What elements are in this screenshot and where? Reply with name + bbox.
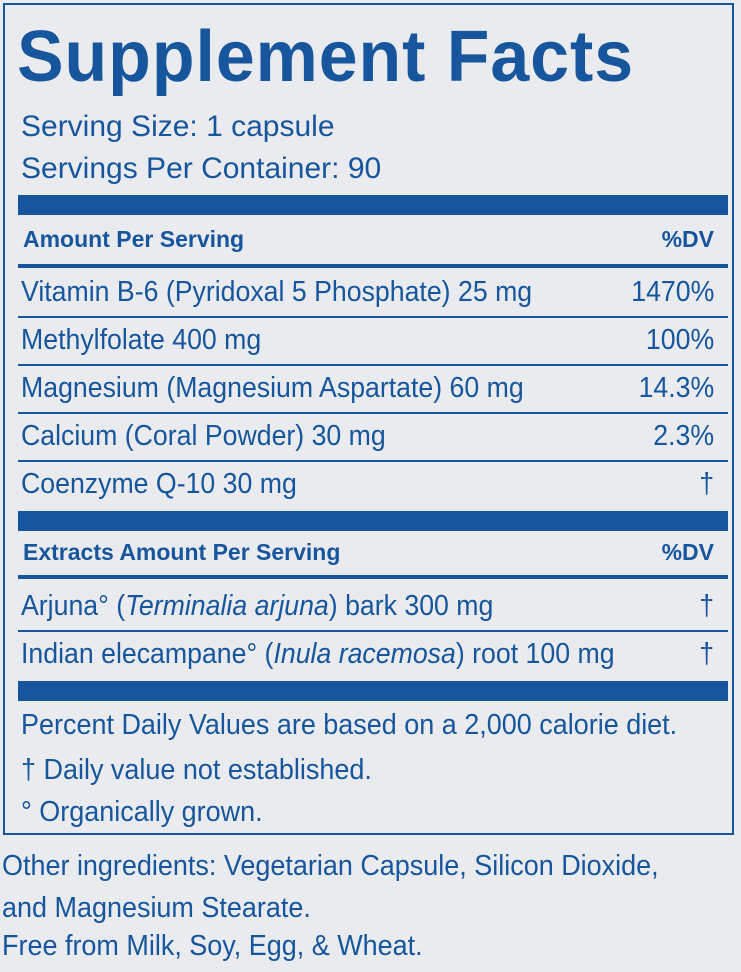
row-divider <box>18 412 728 414</box>
nutrient-dv: 100% <box>645 324 714 356</box>
extract-name: Arjuna° (Terminalia arjuna) bark 300 mg <box>21 589 493 623</box>
section-divider-bar <box>18 195 728 215</box>
daily-value-note: Percent Daily Values are based on a 2,00… <box>21 709 678 741</box>
extracts-header: Extracts Amount Per Serving <box>23 539 341 565</box>
nutrient-dv: 14.3% <box>638 372 714 404</box>
other-ingredients-line: Other ingredients: Vegetarian Capsule, S… <box>2 850 659 882</box>
extract-latin-name: Terminalia arjuna <box>125 590 329 622</box>
nutrient-name: Magnesium (Magnesium Aspartate) 60 mg <box>21 372 524 404</box>
extract-common-name: Indian elecampane° ( <box>21 638 274 670</box>
nutrient-name: Calcium (Coral Powder) 30 mg <box>21 420 386 452</box>
header-rule <box>18 264 728 268</box>
nutrient-name: Methylfolate 400 mg <box>21 324 262 356</box>
dagger-note: † Daily value not established. <box>21 754 372 786</box>
nutrient-name: Coenzyme Q-10 30 mg <box>21 468 297 500</box>
nutrient-dv: 1470% <box>630 276 714 308</box>
section-divider-bar <box>18 511 728 531</box>
nutrient-name: Vitamin B-6 (Pyridoxal 5 Phosphate) 25 m… <box>21 276 533 308</box>
extract-amount: ) bark 300 mg <box>328 590 494 622</box>
extract-name: Indian elecampane° (Inula racemosa) root… <box>21 637 615 671</box>
organic-note: ° Organically grown. <box>21 796 263 828</box>
dv-header: %DV <box>661 226 714 252</box>
row-divider <box>18 364 728 366</box>
supplement-facts-panel: Supplement Facts Serving Size: 1 capsule… <box>3 3 734 835</box>
extract-dv: † <box>699 590 714 622</box>
servings-per-container: Servings Per Container: 90 <box>21 152 382 185</box>
extract-latin-name: Inula racemosa <box>273 638 456 670</box>
row-divider <box>18 460 728 462</box>
panel-title: Supplement Facts <box>17 17 635 97</box>
extract-dv: † <box>699 638 714 670</box>
extract-common-name: Arjuna° ( <box>21 590 126 622</box>
serving-size: Serving Size: 1 capsule <box>21 110 335 143</box>
extracts-dv-header: %DV <box>661 539 714 565</box>
header-rule <box>18 575 728 579</box>
section-divider-bar <box>18 681 728 701</box>
allergen-statement: Free from Milk, Soy, Egg, & Wheat. <box>2 930 423 962</box>
row-divider <box>18 316 728 318</box>
nutrient-dv: † <box>699 468 714 500</box>
row-divider <box>18 630 728 632</box>
amount-per-serving-header: Amount Per Serving <box>23 226 245 252</box>
nutrient-dv: 2.3% <box>653 420 714 452</box>
other-ingredients-line: and Magnesium Stearate. <box>2 892 311 924</box>
extract-amount: ) root 100 mg <box>455 638 615 670</box>
